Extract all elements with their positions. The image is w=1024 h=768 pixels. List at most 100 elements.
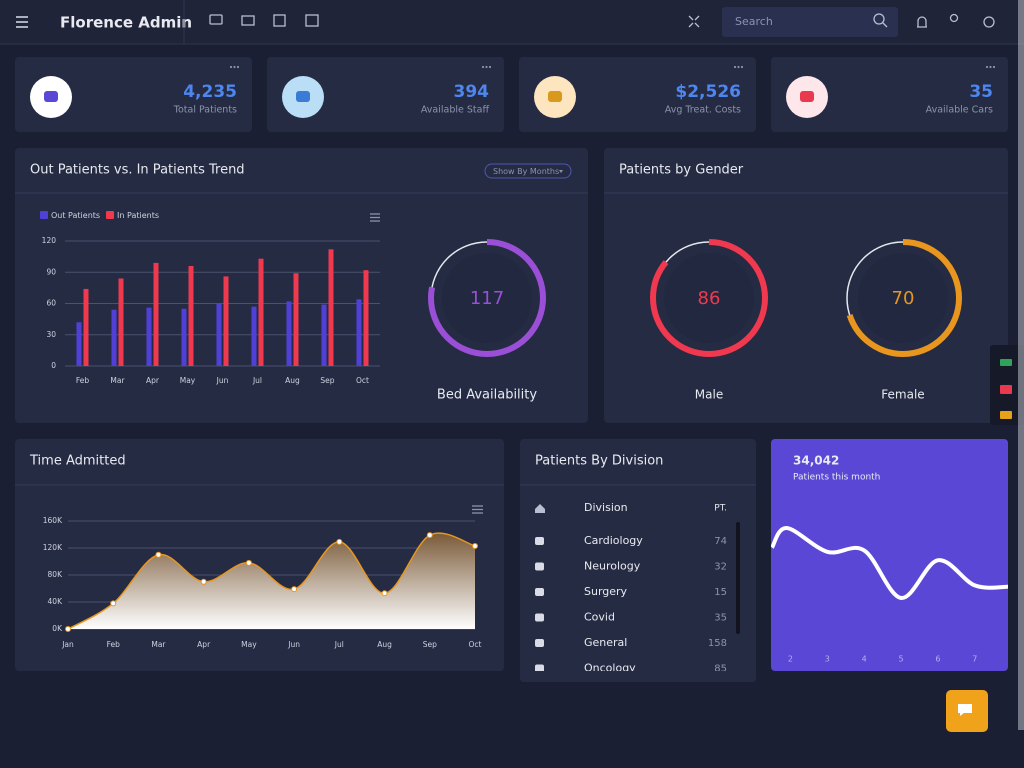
menu-button[interactable] — [16, 16, 28, 28]
division-rows: Cardiology 74 Neurology 32 Surgery 15 Covid 35 G… — [535, 534, 727, 675]
month-label: Patients this month — [793, 473, 880, 483]
gauge-inner — [858, 253, 948, 343]
row-icon — [535, 588, 544, 596]
y-tick-label: 30 — [46, 330, 56, 339]
bar — [118, 278, 124, 366]
chart-menu[interactable] — [472, 505, 483, 514]
y-tick-label: 60 — [46, 299, 56, 308]
division-name: Cardiology — [584, 534, 643, 547]
x-tick-label: 6 — [935, 655, 940, 664]
y-tick-label: 90 — [46, 267, 56, 276]
division-count: 32 — [714, 562, 727, 573]
settings-icon[interactable] — [983, 16, 995, 28]
stat-icon-glyph — [296, 91, 310, 102]
point — [200, 578, 207, 585]
month-card — [771, 439, 1008, 671]
bar — [181, 308, 187, 366]
stat-label: Available Cars — [926, 105, 993, 116]
x-tick-label: Oct — [469, 640, 482, 649]
stat-card — [15, 57, 252, 132]
card-menu-dot — [481, 65, 485, 69]
notifications-icon[interactable] — [917, 16, 927, 28]
line — [67, 532, 476, 630]
legend-label: In Patients — [117, 211, 159, 220]
point — [472, 542, 478, 549]
search-icon[interactable] — [873, 13, 888, 28]
card-menu-dot — [488, 65, 492, 69]
tool-icon[interactable] — [1000, 359, 1012, 366]
row-icon — [535, 562, 544, 571]
division-count: 74 — [714, 536, 727, 547]
x-tick-label: Feb — [107, 640, 121, 649]
stat-value: $2,526 — [675, 82, 741, 102]
gauge-inner — [442, 253, 532, 343]
chart-menu[interactable] — [370, 213, 380, 222]
x-tick-label: Sep — [423, 640, 437, 649]
card-menu-dot — [236, 65, 240, 69]
tasks-icon[interactable] — [273, 14, 286, 27]
division-name: Neurology — [584, 560, 641, 573]
tool-icon[interactable] — [1000, 385, 1012, 394]
x-tick-label: Apr — [146, 376, 160, 385]
y-tick-label: 0 — [51, 361, 56, 370]
x-tick-label: Jan — [61, 640, 74, 649]
calendar-icon[interactable] — [305, 14, 319, 27]
x-tick-label: May — [241, 640, 257, 649]
y-tick-label: 40K — [48, 597, 64, 606]
x-tick-label: Apr — [197, 640, 211, 649]
x-tick-label: Mar — [151, 640, 166, 649]
division-name: Covid — [584, 611, 615, 624]
y-tick-label: 120K — [43, 543, 63, 552]
x-tick-label: Aug — [285, 376, 300, 385]
x-tick-label: Mar — [110, 376, 125, 385]
card-menu-dot — [733, 65, 737, 69]
row-icon — [535, 613, 544, 622]
page-scrollbar[interactable] — [1018, 0, 1024, 730]
division-name: Surgery — [584, 585, 628, 598]
stat-label: Available Staff — [421, 105, 490, 116]
point — [155, 551, 162, 558]
row-icon — [535, 639, 544, 647]
gender-card — [604, 148, 1008, 423]
stat-icon-glyph — [800, 91, 814, 102]
search-box[interactable] — [722, 7, 898, 37]
gauge-arc — [844, 239, 962, 357]
bar — [258, 258, 264, 366]
stat-card — [519, 57, 756, 132]
x-tick-label: 2 — [788, 655, 793, 664]
stat-icon-glyph — [548, 91, 562, 102]
point — [336, 538, 343, 545]
bar — [216, 303, 222, 366]
bar — [111, 309, 117, 366]
x-tick-label: Aug — [377, 640, 392, 649]
area — [68, 533, 475, 629]
month-value: 34,042 — [793, 454, 839, 468]
x-tick-label: Jul — [334, 640, 344, 649]
legend-label: Out Patients — [51, 211, 100, 220]
point — [426, 532, 433, 539]
tool-icon[interactable] — [1000, 411, 1012, 419]
scrollbar[interactable] — [736, 522, 740, 634]
user-icon[interactable] — [949, 13, 959, 23]
stat-value: 35 — [969, 82, 993, 102]
sparkline-group — [771, 526, 1008, 600]
mail-icon[interactable] — [241, 15, 255, 26]
division-count: 15 — [714, 587, 727, 598]
line — [771, 526, 1008, 600]
card-title: Time Admitted — [29, 454, 126, 469]
row-icon — [535, 664, 544, 671]
bar — [286, 301, 292, 366]
chat-icon[interactable] — [209, 14, 223, 25]
bar — [146, 307, 152, 366]
division-count: 35 — [714, 613, 727, 624]
point — [110, 600, 117, 607]
card-menu-dot — [985, 65, 989, 69]
division-name: Oncology — [584, 662, 636, 675]
y-tick-label: 80K — [48, 570, 64, 579]
fullscreen-icon[interactable] — [688, 15, 700, 28]
stat-card — [267, 57, 504, 132]
gauge-value: 117 — [470, 288, 504, 309]
period-button[interactable] — [484, 163, 572, 179]
card-menu-dot — [740, 65, 744, 69]
stat-value: 394 — [454, 82, 490, 102]
